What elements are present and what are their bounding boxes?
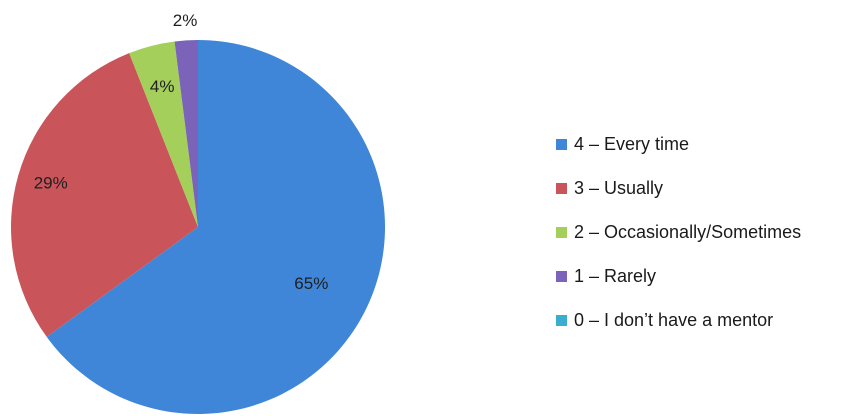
legend-swatch-usually	[556, 182, 567, 194]
legend-label-every-time: 4 – Every time	[574, 133, 690, 154]
pie-slice-rarely	[174, 40, 198, 227]
legend-item-no-mentor: 0 – I don’t have a mentor	[556, 309, 801, 331]
data-label-rarely: 2%	[173, 11, 198, 30]
data-label-usually: 29%	[34, 174, 68, 193]
pie-slices	[10, 40, 386, 414]
pie-slice-usually	[10, 53, 199, 337]
legend-swatch-rarely	[556, 270, 567, 282]
legend-item-occasionally: 2 – Occasionally/Sometimes	[556, 221, 801, 243]
data-label-every-time: 65%	[294, 274, 328, 293]
legend-label-no-mentor: 0 – I don’t have a mentor	[574, 309, 774, 330]
pie-slice-occasionally	[129, 41, 198, 228]
pie-data-labels: 65% 29% 4% 2%	[34, 11, 329, 293]
legend-swatch-every-time	[556, 138, 567, 150]
legend-item-rarely: 1 – Rarely	[556, 265, 801, 287]
legend-swatch-occasionally	[556, 226, 567, 238]
chart-legend: 4 – Every time 3 – Usually 2 – Occasiona…	[556, 133, 801, 353]
data-label-occasionally: 4%	[150, 77, 175, 96]
pie-slice-every-time	[46, 40, 386, 414]
legend-label-rarely: 1 – Rarely	[574, 265, 657, 286]
legend-label-occasionally: 2 – Occasionally/Sometimes	[574, 221, 802, 242]
legend-label-usually: 3 – Usually	[574, 177, 664, 198]
legend-item-every-time: 4 – Every time	[556, 133, 801, 155]
legend-swatch-no-mentor	[556, 314, 567, 326]
legend-item-usually: 3 – Usually	[556, 177, 801, 199]
